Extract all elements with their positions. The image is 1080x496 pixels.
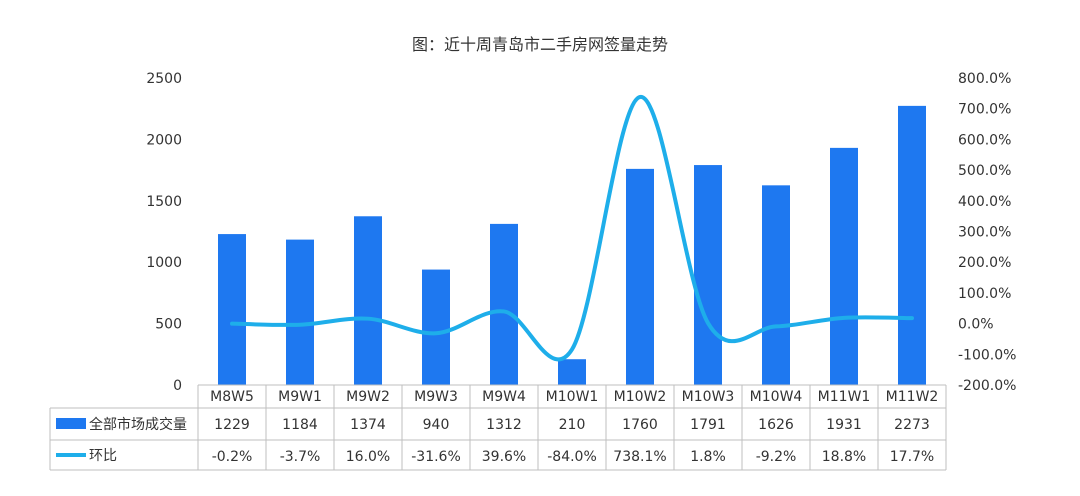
category-label: M9W3	[414, 389, 458, 405]
category-label: M10W1	[546, 389, 599, 405]
bar-data-label: 1760	[622, 417, 658, 433]
category-label: M10W4	[750, 389, 803, 405]
left-y-axis: 2500 2000 1500 1000 500 0	[146, 71, 182, 394]
line-data-label: -0.2%	[212, 449, 253, 465]
line-data-label: -3.7%	[280, 449, 321, 465]
bar-data-label: 2273	[894, 417, 930, 433]
bar-data-label: 1312	[486, 417, 522, 433]
bar	[898, 105, 926, 385]
bar-data-label: 1374	[350, 417, 386, 433]
left-axis-tick-label: 2500	[146, 71, 182, 87]
bar	[694, 165, 722, 385]
category-label: M11W2	[886, 389, 939, 405]
legend-bar-key	[56, 418, 86, 429]
left-axis-tick-label: 1000	[146, 255, 182, 271]
line-data-label: 17.7%	[890, 449, 934, 465]
right-axis-tick-label: 200.0%	[958, 255, 1011, 271]
bar-data-label: 210	[559, 417, 586, 433]
line-path	[230, 95, 914, 362]
bar-data-label: 1626	[758, 417, 794, 433]
right-axis-tick-label: -100.0%	[958, 347, 1016, 363]
bar-data-label: 940	[423, 417, 450, 433]
left-axis-tick-label: 2000	[146, 132, 182, 148]
chart-title: 图：近十周青岛市二手房网签量走势	[412, 35, 668, 54]
left-axis-tick-label: 500	[155, 317, 182, 333]
bar	[762, 185, 790, 385]
line-data-label: 18.8%	[822, 449, 866, 465]
right-axis-tick-label: 0.0%	[958, 317, 994, 333]
category-label: M9W1	[278, 389, 322, 405]
line-data-label: -31.6%	[411, 449, 461, 465]
right-axis-tick-label: 400.0%	[958, 194, 1011, 210]
bar-series	[218, 105, 926, 385]
bar	[218, 234, 246, 385]
category-label: M10W3	[682, 389, 735, 405]
data-table: M8W5 M9W1 M9W2 M9W3 M9W4 M10W1 M10W2 M10W3 M10W4…	[49, 384, 947, 471]
line-data-label: -9.2%	[756, 449, 797, 465]
category-label: M11W1	[818, 389, 871, 405]
category-label: M9W4	[482, 389, 526, 405]
legend-label: 全部市场成交量	[89, 416, 187, 433]
line-data-label: -84.0%	[547, 449, 597, 465]
right-axis-tick-label: 600.0%	[958, 132, 1011, 148]
right-y-axis: 800.0% 700.0% 600.0% 500.0% 400.0% 300.0% 200.…	[958, 71, 1016, 394]
legend-label: 环比	[89, 448, 117, 464]
category-label: M9W2	[346, 389, 390, 405]
bar	[286, 239, 314, 385]
bar	[490, 223, 518, 385]
left-axis-tick-label: 0	[173, 378, 182, 394]
bar	[558, 359, 586, 385]
right-axis-tick-label: 100.0%	[958, 286, 1011, 302]
bar-data-label: 1229	[214, 417, 250, 433]
right-axis-tick-label: -200.0%	[958, 378, 1016, 394]
bar-data-label: 1931	[826, 417, 862, 433]
right-axis-tick-label: 800.0%	[958, 71, 1011, 87]
category-label: M8W5	[210, 389, 254, 405]
right-axis-tick-label: 700.0%	[958, 102, 1011, 118]
category-label: M10W2	[614, 389, 667, 405]
right-axis-tick-label: 500.0%	[958, 163, 1011, 179]
line-data-label: 1.8%	[690, 449, 726, 465]
bar	[830, 147, 858, 385]
line-data-label: 738.1%	[613, 449, 666, 465]
bar	[422, 269, 450, 385]
line-series	[230, 95, 914, 362]
right-axis-tick-label: 300.0%	[958, 225, 1011, 241]
bar-data-label: 1184	[282, 417, 318, 433]
left-axis-tick-label: 1500	[146, 194, 182, 210]
bar	[626, 168, 654, 385]
bar-data-label: 1791	[690, 417, 726, 433]
bar	[354, 216, 382, 385]
line-data-label: 39.6%	[482, 449, 526, 465]
line-data-label: 16.0%	[346, 449, 390, 465]
